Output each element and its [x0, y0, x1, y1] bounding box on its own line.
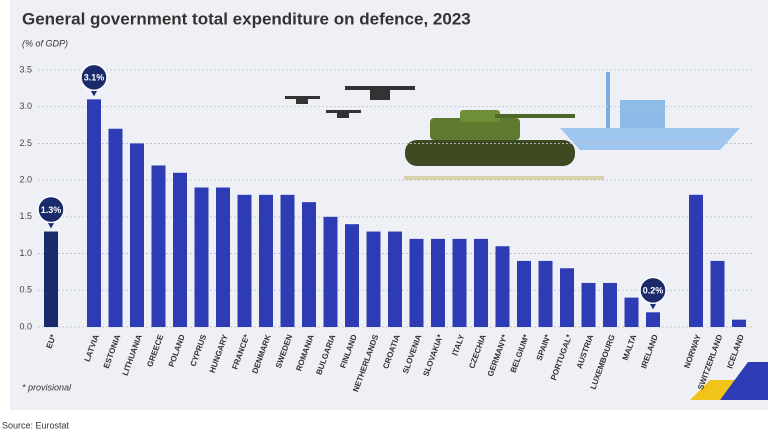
y-tick-label: 0.0 [19, 321, 32, 331]
bar [151, 165, 166, 327]
bar [280, 194, 295, 327]
y-tick-label: 1.0 [19, 248, 32, 258]
source: Source: Eurostat [2, 420, 70, 430]
bar [581, 282, 596, 327]
subtitle: (% of GDP) [22, 38, 68, 48]
data-label: 1.3% [41, 205, 62, 215]
bar [646, 312, 660, 327]
bar [302, 202, 316, 327]
y-tick-label: 2.5 [19, 138, 32, 148]
bar [259, 194, 273, 327]
bar [323, 216, 338, 327]
bar [366, 231, 381, 327]
note: * provisional [22, 382, 72, 392]
bar [216, 187, 230, 327]
callout [37, 195, 65, 224]
bar [689, 194, 703, 327]
bar [474, 238, 488, 327]
bar [710, 260, 725, 327]
callout [80, 63, 108, 92]
bar [409, 238, 424, 327]
data-label: 0.2% [643, 286, 664, 296]
illustration [285, 72, 768, 400]
bar [538, 260, 553, 327]
bar [452, 238, 467, 327]
bar [431, 238, 445, 327]
bar [173, 172, 187, 327]
y-tick-label: 2.0 [19, 175, 32, 185]
callout [639, 276, 667, 305]
bar [87, 99, 101, 327]
bar [560, 268, 574, 327]
bar [495, 246, 510, 327]
bar [517, 260, 531, 327]
data-label: 3.1% [84, 73, 105, 83]
bar [624, 297, 639, 327]
y-tick-label: 1.5 [19, 211, 32, 221]
y-tick-label: 0.5 [19, 285, 32, 295]
bar [108, 128, 123, 327]
bar [237, 194, 252, 327]
chart-title: General government total expenditure on … [22, 9, 471, 28]
bar [130, 143, 144, 327]
bar [603, 282, 617, 327]
y-tick-label: 3.0 [19, 101, 32, 111]
bar [345, 224, 359, 327]
bar [732, 319, 746, 327]
bar [388, 231, 402, 327]
bar [44, 231, 58, 327]
y-tick-label: 3.5 [19, 64, 32, 74]
bar [194, 187, 209, 327]
